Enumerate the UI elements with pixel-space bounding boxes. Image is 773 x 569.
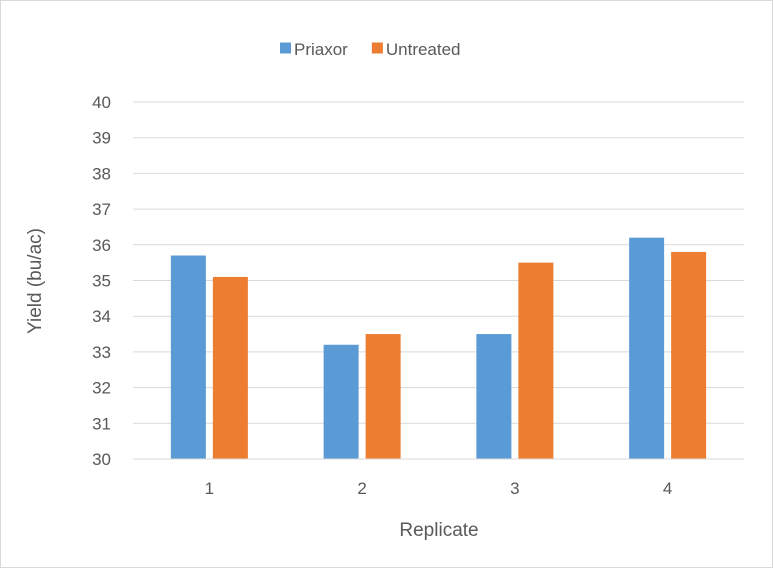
bars [170,237,707,459]
y-axis-tick-labels: 30 31 32 33 34 35 36 37 38 39 40 [92,93,111,469]
x-tick-label: 4 [663,479,672,498]
y-tick-label: 30 [92,450,111,469]
bar-priaxor-3 [476,334,512,459]
y-tick-label: 31 [92,414,111,433]
legend-swatch-priaxor [280,42,291,54]
y-tick-label: 32 [92,379,111,398]
bar-untreated-4 [671,251,707,459]
legend-label-untreated: Untreated [386,40,461,59]
y-tick-label: 40 [92,93,111,112]
bar-priaxor-1 [170,255,206,459]
x-tick-label: 1 [205,479,214,498]
legend: Priaxor Untreated [280,40,461,59]
legend-label-priaxor: Priaxor [294,40,348,59]
y-tick-label: 39 [92,129,111,148]
y-tick-label: 36 [92,236,111,255]
y-tick-label: 38 [92,164,111,183]
x-axis-tick-labels: 1 2 3 4 [205,479,673,498]
bar-untreated-1 [212,276,248,459]
bar-untreated-3 [518,262,554,459]
x-tick-label: 3 [510,479,519,498]
y-axis-title: Yield (bu/ac) [25,228,46,334]
bar-priaxor-4 [629,237,665,459]
y-tick-label: 34 [92,307,111,326]
bar-untreated-2 [365,334,401,459]
y-tick-label: 33 [92,343,111,362]
x-axis-title: Replicate [399,520,478,541]
y-tick-label: 37 [92,200,111,219]
y-tick-label: 35 [92,272,111,291]
legend-swatch-untreated [371,42,383,54]
bar-priaxor-2 [323,344,359,459]
x-tick-label: 2 [357,479,366,498]
